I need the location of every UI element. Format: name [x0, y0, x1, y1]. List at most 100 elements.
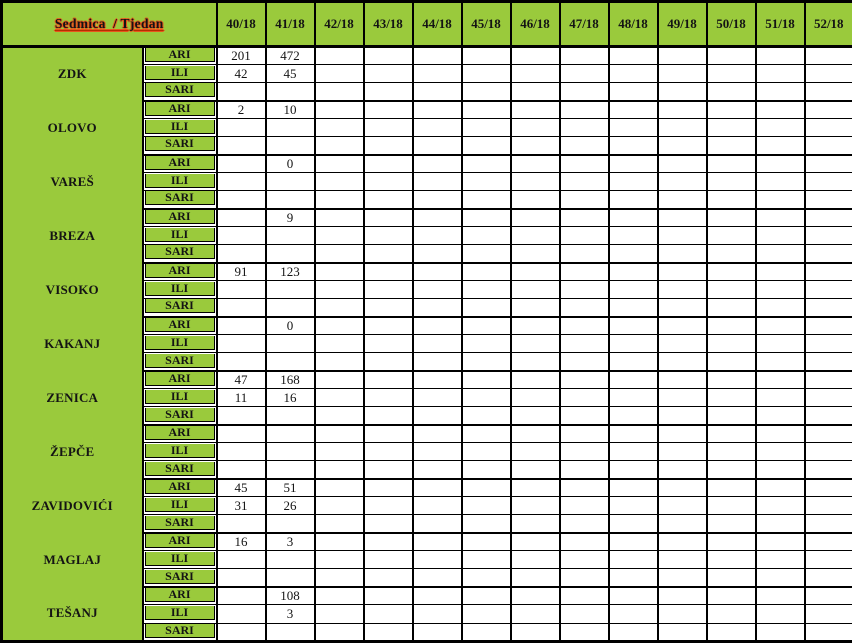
data-cell [803, 550, 852, 570]
week-column-header: 41/18 [264, 0, 316, 48]
data-cell [460, 45, 512, 66]
row-type-label: ILI [144, 497, 215, 512]
data-cell [656, 262, 708, 282]
week-column-header: 51/18 [754, 0, 806, 48]
data-cell [411, 298, 463, 318]
data-cell [656, 604, 708, 624]
corner-header-cell: Sedmica / Tjedan [0, 0, 218, 48]
data-cell [558, 280, 610, 300]
data-cell [607, 352, 659, 372]
table-row: SARI [2, 136, 852, 156]
data-cell [362, 586, 414, 606]
table-row: ZDK ARI 201 472 [0, 45, 852, 101]
data-cell [460, 442, 512, 462]
data-cell [754, 45, 806, 66]
data-cell [803, 478, 852, 498]
row-type-label: ARI [144, 372, 215, 387]
data-cell [558, 154, 610, 174]
data-cell [803, 64, 852, 84]
data-cell [607, 154, 659, 174]
data-cell [215, 208, 267, 228]
data-cell [313, 208, 365, 228]
data-cell [509, 298, 561, 318]
data-cell [754, 64, 806, 84]
data-cell: 108 [264, 586, 316, 606]
data-cell: 45 [264, 64, 316, 84]
data-cell [411, 316, 463, 336]
data-cell [215, 154, 267, 174]
data-cell [362, 118, 414, 138]
data-cell [607, 460, 659, 480]
data-cell [460, 550, 512, 570]
data-cell [362, 136, 414, 156]
data-cell [705, 622, 757, 643]
data-cell [362, 64, 414, 84]
data-cell [607, 334, 659, 354]
data-cell [509, 550, 561, 570]
data-cell [754, 316, 806, 336]
data-cell [313, 604, 365, 624]
row-type-label-cell: ILI [142, 118, 218, 138]
row-type-label-cell: ARI [142, 100, 218, 120]
table-row: KAKANJ ARI 0 [0, 316, 852, 371]
data-cell [411, 442, 463, 462]
municipality-cell: ZENICA [0, 370, 144, 425]
data-cell [754, 334, 806, 354]
data-cell [215, 244, 267, 264]
row-type-label-cell: ILI [142, 550, 218, 570]
data-cell [411, 64, 463, 84]
table-row: SARI [2, 622, 852, 643]
data-cell [509, 604, 561, 624]
data-cell [411, 388, 463, 408]
data-cell [656, 334, 708, 354]
table-row: SARI [2, 352, 852, 372]
data-cell [411, 118, 463, 138]
data-cell [313, 388, 365, 408]
row-type-label-cell: ARI [142, 262, 218, 282]
data-cell [754, 622, 806, 643]
row-type-label-cell: SARI [142, 190, 218, 210]
row-type-label-cell: SARI [142, 352, 218, 372]
row-type-label-cell: ILI [142, 604, 218, 624]
data-cell [705, 370, 757, 390]
table-row: ILI 42 45 [2, 64, 852, 84]
data-cell [705, 352, 757, 372]
data-cell [215, 424, 267, 444]
data-cell [313, 190, 365, 210]
data-cell [411, 226, 463, 246]
data-cell [754, 586, 806, 606]
data-cell [460, 100, 512, 120]
data-cell [411, 496, 463, 516]
data-cell [460, 64, 512, 84]
data-cell [362, 334, 414, 354]
row-type-label-cell: ILI [142, 334, 218, 354]
row-type-label: ILI [144, 335, 215, 350]
week-column-header: 44/18 [411, 0, 463, 48]
data-cell [215, 280, 267, 300]
data-cell [215, 460, 267, 480]
data-cell [460, 388, 512, 408]
row-type-label-cell: ARI [142, 154, 218, 174]
data-cell [754, 298, 806, 318]
data-cell [362, 190, 414, 210]
data-cell [754, 514, 806, 534]
row-type-label: SARI [144, 353, 215, 368]
data-cell [656, 100, 708, 120]
data-cell [656, 568, 708, 588]
row-type-label-cell: SARI [142, 406, 218, 426]
table-row: ZAVIDOVIĆI ARI 45 51 [0, 478, 852, 533]
row-type-label: SARI [144, 569, 215, 584]
data-cell [607, 424, 659, 444]
table-row: ILI [2, 118, 852, 138]
data-cell [362, 100, 414, 120]
data-cell [705, 208, 757, 228]
municipality-cell: ZAVIDOVIĆI [0, 478, 144, 533]
table-header: Sedmica / Tjedan 40/18 41/18 42/18 43/18 44/… [0, 0, 852, 48]
data-cell [264, 190, 316, 210]
data-cell [460, 532, 512, 552]
table-row: BREZA ARI 9 [0, 208, 852, 263]
row-type-label-cell: SARI [142, 298, 218, 318]
row-type-label-cell: ARI [142, 208, 218, 228]
data-cell [754, 478, 806, 498]
data-cell [558, 226, 610, 246]
